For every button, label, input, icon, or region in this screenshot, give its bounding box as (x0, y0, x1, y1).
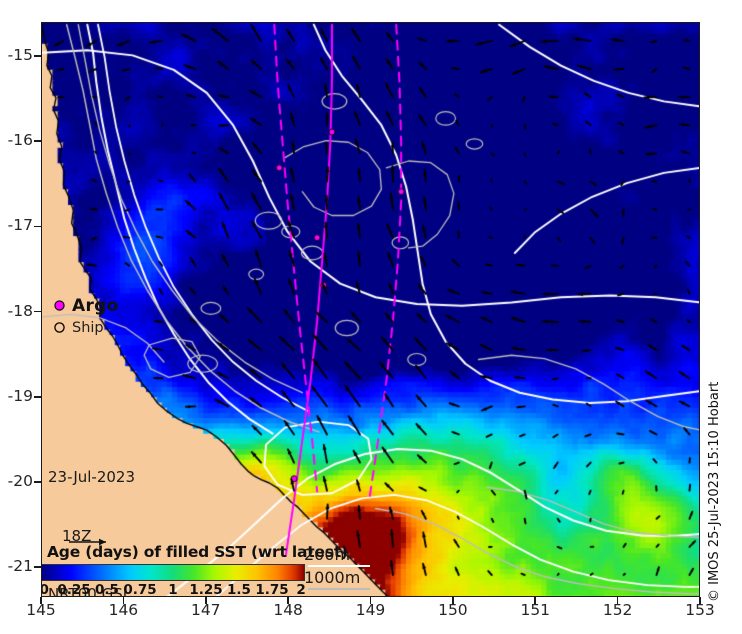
y-tick-mark-5 (34, 481, 41, 483)
info-model: NRT00 GSL (48, 585, 132, 597)
info-date: 23-Jul-2023 (48, 468, 136, 486)
map-overlays (42, 23, 699, 596)
colorbar-tick-4: 1 (168, 582, 178, 597)
colorbar-tick-1: 0.25 (57, 582, 91, 597)
vector-scale-arrow-icon (69, 538, 106, 546)
x-tick-label-8: 153 (685, 601, 715, 619)
y-tick-mark-2 (34, 225, 41, 228)
x-tick-mark-7 (616, 597, 619, 604)
x-tick-mark-1 (122, 597, 125, 604)
x-tick-label-7: 152 (602, 601, 633, 619)
bathymetry-legend: 200m 1000m (304, 544, 370, 590)
y-tick-label-5: -20 (7, 472, 33, 490)
x-tick-label-3: 148 (273, 601, 303, 619)
bathy-200m-row: 200m (304, 544, 360, 567)
colorbar-tick-6: 1.5 (227, 582, 251, 597)
legend-item-argo: Argo (46, 295, 119, 317)
x-tick-mark-3 (287, 597, 289, 604)
y-tick-mark-6 (34, 566, 41, 568)
y-tick-mark-1 (34, 140, 41, 143)
colorbar-tick-0: 0 (42, 582, 49, 596)
bathy-1000m-row: 1000m (304, 567, 360, 590)
marker-legend: Argo Ship (46, 295, 119, 339)
legend-label-ship: Ship (72, 320, 104, 336)
y-tick-mark-4 (34, 396, 41, 398)
y-tick-label-2: -17 (7, 216, 33, 235)
colorbar-tick-8: 2 (296, 582, 306, 597)
colorbar-tick-labels: 0 0.25 0.5 0.75 1 1.25 1.5 1.75 2 (42, 582, 306, 597)
map-plot-area[interactable]: Argo Ship 23-Jul-2023 18Z NRT00 GSL 22-J… (41, 22, 700, 597)
x-tick-mark-2 (204, 597, 207, 604)
x-tick-mark-8 (699, 597, 701, 604)
y-tick-label-4: -19 (7, 386, 33, 405)
ship-marker-icon (46, 319, 72, 338)
y-tick-label-3: -18 (7, 301, 33, 320)
x-tick-label-0: 145 (26, 601, 56, 619)
legend-item-ship: Ship (46, 317, 119, 339)
bathy-1000m-line-swatch (308, 588, 370, 590)
x-tick-label-5: 150 (438, 601, 468, 619)
bathy-200m-label: 200m (304, 545, 351, 564)
bathy-1000m-label: 1000m (304, 568, 361, 587)
y-tick-label-0: -15 (7, 46, 33, 65)
x-tick-mark-0 (40, 597, 42, 604)
forecast-info-block: 23-Jul-2023 18Z NRT00 GSL 22-Jul 00:00Z … (48, 429, 173, 597)
x-tick-mark-6 (534, 597, 537, 604)
colorbar-tick-3: 0.75 (123, 582, 157, 597)
x-tick-label-6: 151 (520, 601, 551, 619)
colorbar-tick-2: 0.5 (95, 582, 119, 597)
x-tick-mark-4 (369, 597, 372, 604)
colorbar-gradient (42, 564, 305, 581)
x-tick-label-1: 146 (108, 601, 139, 619)
x-tick-label-2: 147 (190, 601, 221, 619)
credit-text: © IMOS 25-Jul-2023 15:10 Hobart (707, 381, 722, 602)
colorbar-tick-7: 1.75 (255, 582, 289, 597)
x-tick-label-4: 149 (355, 601, 386, 619)
y-tick-mark-0 (34, 55, 41, 57)
y-tick-label-6: -21 (7, 557, 33, 576)
argo-marker-icon (46, 297, 72, 316)
y-tick-mark-3 (34, 310, 41, 313)
legend-label-argo: Argo (72, 296, 119, 316)
y-tick-label-1: -16 (7, 131, 33, 150)
colorbar-title: Age (days) of filled SST (wrt latest) (47, 543, 348, 561)
bathy-200m-line-swatch (308, 565, 370, 567)
colorbar-tick-5: 1.25 (189, 582, 223, 597)
x-tick-mark-5 (452, 597, 454, 604)
colorbar: Age (days) of filled SST (wrt latest) 00… (42, 543, 348, 597)
info-hour: 18Z (62, 526, 92, 545)
